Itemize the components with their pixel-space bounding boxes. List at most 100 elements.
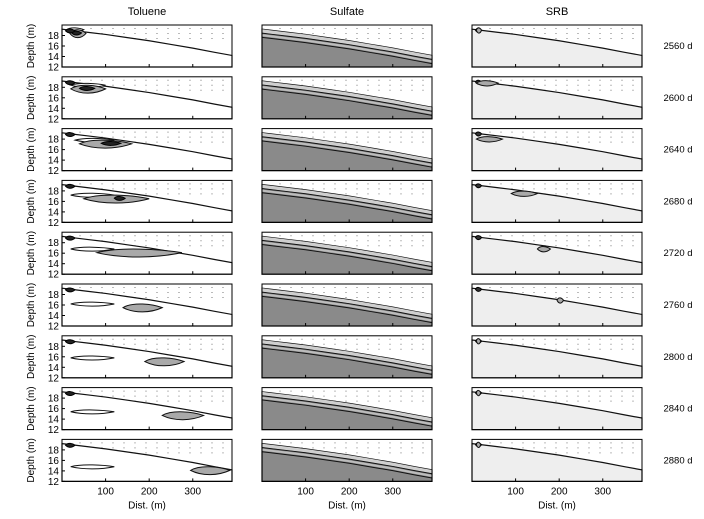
contour-line <box>261 343 433 371</box>
y-tick-label: 14 <box>48 415 60 426</box>
panel-frame <box>261 387 433 431</box>
y-tick-label: 14 <box>48 52 60 63</box>
y-tick-label: 18 <box>48 342 60 353</box>
x-tick-label: 100 <box>297 486 314 497</box>
srb-contour <box>475 389 482 397</box>
y-tick-label: 16 <box>48 197 60 208</box>
contour-line <box>261 192 433 220</box>
source-blob <box>64 80 76 86</box>
sulfate-depleted-band <box>261 137 433 167</box>
panel-sulfate <box>261 76 433 120</box>
y-axis-label: Depth (m) <box>26 386 37 430</box>
srb-contour <box>475 338 482 345</box>
panel-frame <box>261 128 433 172</box>
y-tick-label: 12 <box>48 114 60 125</box>
panel-frame <box>471 335 643 379</box>
time-label: 2680 d <box>663 196 692 207</box>
sulfate-depleted-band <box>261 288 433 319</box>
contour-dark <box>78 86 96 91</box>
y-tick-label: 16 <box>48 249 60 260</box>
sulfate-depleted-band <box>261 29 433 60</box>
time-label: 2640 d <box>663 145 692 156</box>
panel-srb <box>471 76 643 120</box>
sulfate-depleted-band <box>261 132 433 163</box>
panel-frame <box>471 283 643 327</box>
source-blob <box>474 286 483 292</box>
panel-sulfate <box>261 179 433 223</box>
contour-line <box>261 399 433 427</box>
sulfate-depleted-band <box>261 340 433 370</box>
time-label: 2760 d <box>663 300 692 311</box>
sulfate-depleted-band <box>261 391 433 422</box>
panel-sulfate <box>261 335 433 379</box>
contour-line <box>261 395 433 423</box>
sulfate-depleted-band <box>261 236 433 267</box>
x-tick-label: 100 <box>507 486 524 497</box>
sulfate-depleted-band <box>261 189 433 218</box>
panel-frame <box>261 335 433 379</box>
x-tick-label: 200 <box>141 486 158 497</box>
y-axis-label: Depth (m) <box>26 179 37 223</box>
contour-line <box>70 301 115 307</box>
y-tick-label: 14 <box>48 363 60 374</box>
x-tick-label: 300 <box>594 486 611 497</box>
title-sulfate: Sulfate <box>330 6 364 18</box>
column-titles: Toluene Sulfate SRB <box>128 6 569 18</box>
source-blob <box>64 391 76 397</box>
panel-frame <box>471 179 643 223</box>
y-tick-label: 16 <box>48 42 60 53</box>
y-tick-label: 14 <box>48 207 60 218</box>
source-blob <box>64 235 76 241</box>
source-blob <box>64 287 76 293</box>
contour-line <box>261 36 433 65</box>
panel-frame <box>261 438 433 482</box>
y-tick-label: 16 <box>48 145 60 156</box>
srb-contour <box>536 246 552 253</box>
source-blob <box>474 183 483 189</box>
contour-line <box>261 239 433 268</box>
y-axis-label: Depth (m) <box>26 231 37 275</box>
sulfate-depleted-band <box>261 86 433 115</box>
title-toluene: Toluene <box>128 6 167 18</box>
time-label: 2840 d <box>663 404 692 415</box>
x-tick-label: 100 <box>97 486 114 497</box>
y-axis-label: Depth (m) <box>26 283 37 327</box>
y-axis-label: Depth (m) <box>26 335 37 379</box>
y-tick-label: 12 <box>48 270 60 281</box>
panel-srb <box>471 283 643 327</box>
y-tick-label: 18 <box>48 238 60 249</box>
contour-light <box>96 248 182 258</box>
sulfate-depleted-band <box>261 396 433 426</box>
srb-contour <box>556 297 565 304</box>
contour-dark <box>100 141 123 146</box>
contour-line <box>261 188 433 216</box>
source-blob <box>64 132 76 138</box>
panel-sulfate <box>261 283 433 327</box>
y-tick-label: 18 <box>48 445 60 456</box>
contour-line <box>261 451 433 479</box>
sulfate-depleted-band <box>261 241 433 270</box>
y-axis-label: Depth (m) <box>26 24 37 68</box>
contour-line <box>261 140 433 168</box>
y-tick-label: 12 <box>48 322 60 333</box>
panel-frame <box>261 231 433 275</box>
y-tick-label: 12 <box>48 218 60 229</box>
y-tick-label: 18 <box>48 394 60 405</box>
panel-frame <box>261 24 433 68</box>
y-tick-label: 16 <box>48 352 60 363</box>
title-srb: SRB <box>546 6 569 18</box>
panel-srb <box>471 128 643 172</box>
panel-frame <box>471 76 643 120</box>
y-axis-label: Depth (m) <box>26 127 37 171</box>
x-axis-label: Dist. (m) <box>328 500 366 511</box>
sulfate-depleted-band <box>261 448 433 477</box>
contour-dark <box>113 195 127 201</box>
source-blob <box>64 442 76 448</box>
panel-frame <box>261 283 433 327</box>
srb-contour <box>475 136 504 143</box>
x-axis-label: Dist. (m) <box>538 500 576 511</box>
